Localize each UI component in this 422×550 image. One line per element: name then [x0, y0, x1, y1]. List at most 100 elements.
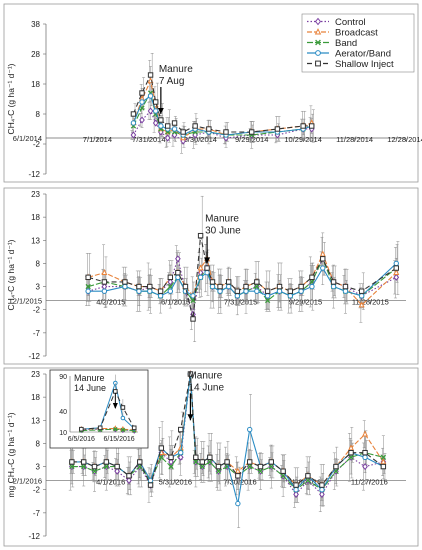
- data-point-aerator: [235, 500, 241, 507]
- y-tick-label: -12: [28, 532, 40, 541]
- annotation-text: Manure: [188, 370, 222, 381]
- data-point-shallow: [249, 129, 255, 135]
- data-point-band: [257, 468, 264, 474]
- panel-frame: [3, 367, 419, 547]
- data-point-aerator: [276, 288, 283, 294]
- data-point-aerator: [147, 288, 153, 294]
- data-point-shallow: [264, 288, 271, 294]
- y-tick-label: -2: [33, 486, 41, 495]
- data-point-shallow: [139, 90, 145, 96]
- data-point-shallow: [168, 454, 174, 461]
- data-point-shallow: [147, 72, 154, 78]
- series-line-shallow: [132, 73, 312, 133]
- legend-label-broadcast: Broadcast: [335, 28, 378, 39]
- data-point-aerator: [298, 288, 304, 294]
- data-point-shallow: [190, 316, 196, 322]
- inset-data-point-shallow: [120, 405, 126, 410]
- annotation-arrowhead: [157, 108, 164, 114]
- inset-x-tick-label: 6/5/2016: [68, 436, 95, 443]
- data-point-band: [81, 463, 87, 470]
- data-point-aerator: [234, 293, 241, 299]
- y-tick-label: 13: [31, 416, 40, 425]
- data-point-shallow: [348, 449, 354, 456]
- y-tick-label: 18: [31, 213, 40, 222]
- legend-marker-band-shape: [315, 39, 321, 46]
- data-point-shallow: [309, 274, 315, 281]
- data-point-shallow: [147, 482, 154, 488]
- data-point-aerator: [393, 260, 399, 267]
- data-point-control: [175, 255, 181, 263]
- y-tick-label: -12: [28, 170, 40, 179]
- data-point-band: [69, 463, 75, 470]
- data-point-aerator: [243, 288, 249, 294]
- y-axis-label: CH₄-C (g ha⁻¹ d⁻¹): [6, 63, 16, 134]
- data-point-band: [85, 283, 91, 290]
- data-point-shallow: [224, 459, 230, 465]
- x-tick-label: 8/30/2014: [184, 135, 217, 144]
- series-line-shallow: [88, 235, 397, 320]
- data-point-shallow: [157, 288, 164, 294]
- data-point-shallow: [333, 463, 339, 470]
- x-tick-label-first: 2/1/2016: [13, 476, 42, 485]
- data-point-control: [147, 107, 154, 115]
- data-point-aerator: [264, 293, 271, 299]
- legend-label-band: Band: [335, 38, 357, 49]
- data-point-aerator: [362, 454, 368, 461]
- data-point-shallow: [197, 232, 204, 239]
- data-point-shallow: [85, 274, 91, 281]
- data-point-shallow: [114, 463, 120, 470]
- inset-y-tick-label: 90: [59, 374, 67, 381]
- x-tick-label: 10/29/2014: [284, 135, 322, 144]
- data-point-shallow: [175, 269, 181, 276]
- series-line-control: [132, 110, 312, 142]
- data-point-shallow: [69, 459, 75, 465]
- data-point-shallow: [298, 283, 304, 290]
- x-tick-label: 4/2/2015: [96, 297, 125, 306]
- data-point-control: [152, 119, 159, 127]
- y-tick-label: 13: [31, 236, 40, 245]
- legend-marker-aerator: [315, 50, 321, 56]
- x-tick-label: 4/1/2016: [96, 477, 125, 486]
- data-point-shallow: [280, 468, 286, 474]
- x-tick-label: 12/28/2014: [387, 135, 422, 144]
- data-point-broadcast: [348, 444, 355, 451]
- legend-entry-aerator: Aerator/Band: [307, 49, 391, 60]
- y-tick-label: -2: [33, 306, 41, 315]
- y-tick-label: 8: [36, 259, 41, 268]
- inset-y-tick-label: 10: [59, 430, 67, 437]
- data-point-aerator: [247, 426, 253, 433]
- annotation-text: Manure: [159, 64, 193, 75]
- data-point-aerator: [226, 283, 232, 290]
- data-point-shallow: [153, 99, 159, 105]
- inset-series-line-broadcast: [81, 428, 135, 431]
- data-point-broadcast: [197, 264, 204, 271]
- y-tick-label: 18: [31, 80, 40, 89]
- y-tick-label: -12: [28, 352, 40, 361]
- data-point-shallow: [293, 482, 299, 488]
- data-point-band: [158, 454, 164, 460]
- data-point-aerator: [319, 487, 325, 493]
- x-tick-label: 11/27/2016: [351, 477, 388, 486]
- legend-marker-shallow-shape: [315, 60, 321, 67]
- inset-annotation-arrowhead: [112, 403, 118, 409]
- data-point-aerator: [287, 293, 294, 299]
- data-point-shallow: [330, 279, 337, 285]
- x-tick-label: 6/1/2015: [161, 297, 190, 306]
- y-axis-label: CH₄-C (g ha⁻¹ d⁻¹): [6, 239, 16, 310]
- inset-annotation-text: Manure: [74, 373, 105, 383]
- data-point-broadcast: [319, 250, 326, 257]
- legend-marker-aerator-shape: [315, 50, 321, 56]
- x-tick-label: 7/31/2015: [224, 297, 257, 306]
- data-point-control: [164, 134, 171, 142]
- data-point-shallow: [147, 283, 153, 290]
- data-point-aerator: [209, 283, 216, 290]
- x-tick-label: 5/31/2016: [159, 477, 192, 486]
- data-point-band: [264, 297, 271, 304]
- legend-entry-shallow: Shallow Inject: [307, 59, 394, 70]
- data-point-aerator: [330, 283, 337, 290]
- data-point-band: [247, 463, 253, 470]
- data-point-band: [215, 468, 222, 474]
- data-point-aerator: [85, 288, 91, 294]
- legend-label-aerator: Aerator/Band: [335, 49, 391, 60]
